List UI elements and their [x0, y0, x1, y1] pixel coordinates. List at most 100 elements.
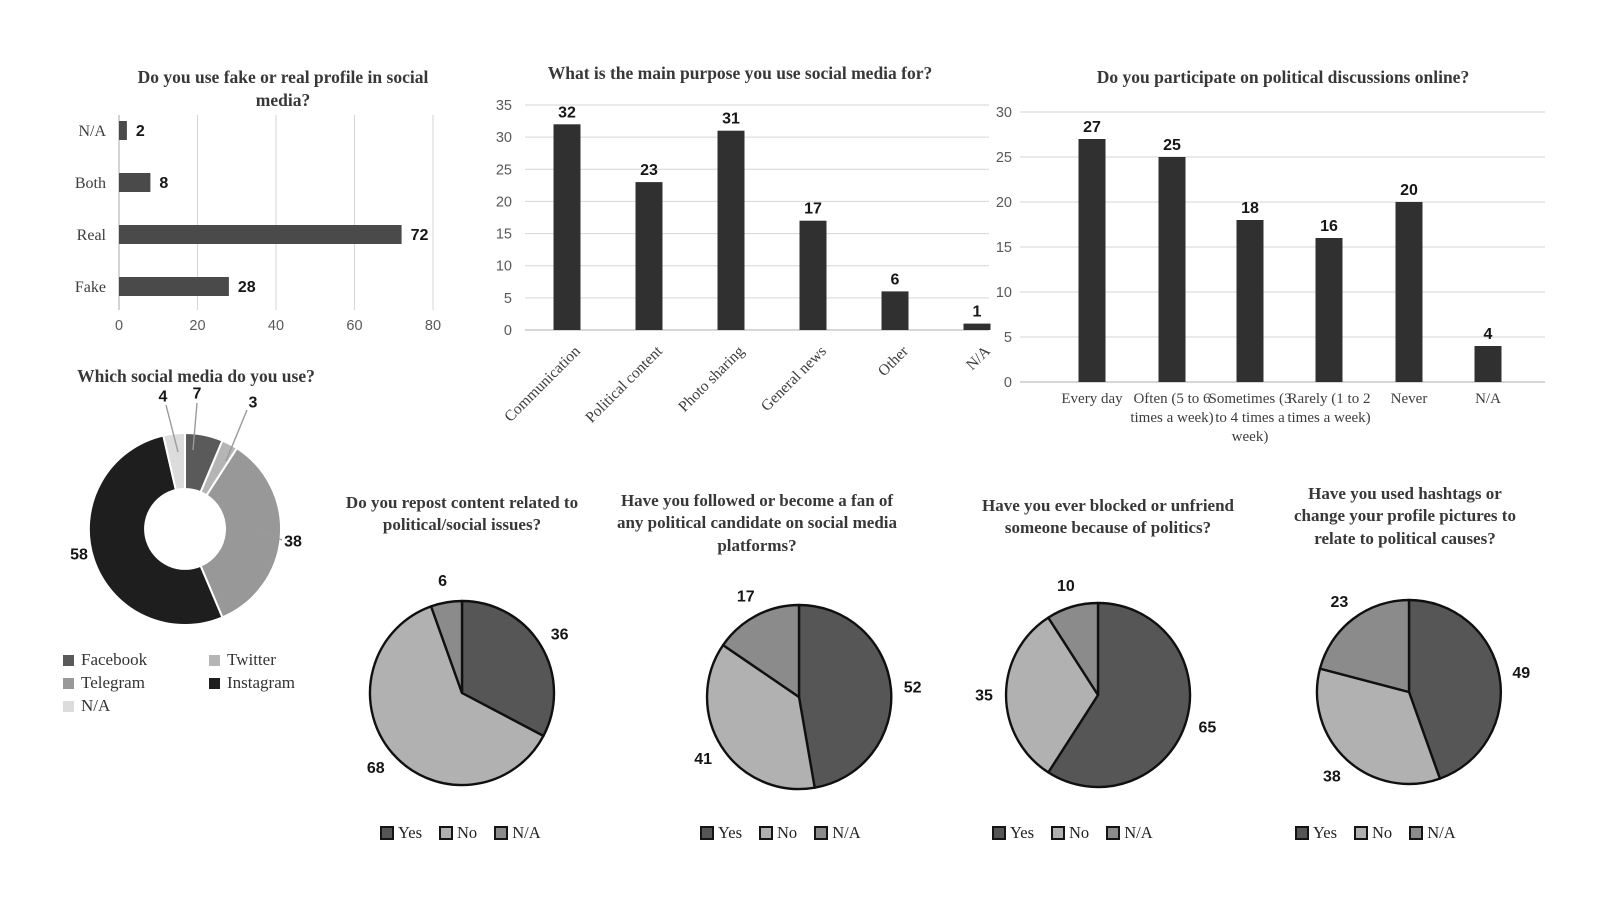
x-tick-label: 80 — [425, 318, 441, 334]
y-tick-label: 10 — [996, 285, 1012, 301]
bar-communication — [553, 124, 581, 330]
y-tick-label: 5 — [504, 291, 512, 307]
legend-label: No — [457, 823, 478, 842]
legend-swatch — [380, 826, 394, 840]
legend-item-no: No — [1354, 823, 1392, 843]
profile-type-plot: 0 20 40 60 80 2 N/A 8 Both 72 Real 28 Fake — [75, 115, 441, 334]
legend-item-n-a: N/A — [1409, 823, 1456, 843]
slice-yes — [1407, 598, 1502, 780]
legend-label: Yes — [1313, 823, 1338, 842]
legend-label: N/A — [1124, 823, 1153, 842]
legend-item-n-a: N/A — [1106, 823, 1153, 843]
bar-every-day — [1078, 139, 1106, 382]
legend-item-facebook: Facebook — [63, 650, 209, 670]
y-tick-label: 35 — [496, 98, 512, 114]
chart-title: What is the main purpose you use social … — [547, 63, 933, 83]
chart-title: Which social media do you use? — [77, 366, 315, 386]
legend-item-no: No — [439, 823, 477, 843]
legend-item-yes: Yes — [1295, 823, 1337, 843]
category-label: Photo sharing — [675, 343, 748, 416]
slice-value-label: 6 — [438, 573, 447, 590]
chart-title: Have you followed or become a fan of any… — [616, 491, 898, 555]
legend-label: No — [1069, 823, 1090, 842]
category-label: Political content — [582, 342, 666, 426]
bar-value-label: 2 — [136, 123, 145, 140]
chart-main-purpose: What is the main purpose you use social … — [470, 55, 1000, 455]
slice-value-label: 52 — [904, 680, 922, 697]
legend-item-no: No — [1051, 823, 1089, 843]
legend-swatch — [1354, 826, 1369, 840]
bar-value-label: 31 — [722, 111, 740, 128]
legend-label: Telegram — [81, 673, 145, 692]
legend-label: Facebook — [81, 650, 148, 669]
slice-value-label: 4 — [159, 389, 168, 406]
leader-line — [165, 404, 179, 453]
bar-value-label: 1 — [973, 304, 982, 321]
legend-swatch — [1051, 826, 1066, 840]
slice-no — [705, 643, 816, 791]
legend-swatch — [439, 826, 454, 840]
bar-n-a — [119, 121, 127, 140]
main-purpose-plot: 0 5 10 15 20 25 30 35 32 Communication 23 Political… — [496, 98, 995, 426]
slice-value-label: 35 — [975, 688, 993, 705]
bar-value-label: 6 — [891, 271, 900, 288]
slice-telegram — [199, 446, 283, 619]
chart-title: Have you ever blocked or unfriend someon… — [981, 496, 1234, 538]
legend-item-n-a: N/A — [814, 823, 861, 843]
y-tick-label: 5 — [1004, 330, 1012, 346]
slice-yes — [797, 603, 893, 789]
chart-repost-content: Do you repost content related to politic… — [300, 485, 620, 865]
bar-value-label: 72 — [411, 227, 429, 244]
category-label: Other — [875, 342, 913, 380]
bar-real — [119, 225, 402, 244]
chart-blocked-someone: Have you ever blocked or unfriend someon… — [930, 485, 1280, 865]
legend-label: Yes — [718, 823, 743, 842]
category-label: Never — [1390, 391, 1428, 407]
legend-swatch — [209, 654, 220, 666]
bar-other — [881, 291, 909, 330]
slice-no — [1004, 616, 1100, 774]
slice-yes — [1047, 601, 1192, 789]
chart-hashtags-profile: Have you used hashtags or change your pr… — [1248, 478, 1608, 863]
category-label: Often (5 to 6 times a week) — [1130, 391, 1214, 427]
bar-value-label: 16 — [1320, 218, 1338, 235]
bar-value-label: 17 — [804, 201, 822, 218]
legend-item-telegram: Telegram — [63, 673, 209, 693]
slice-no — [1315, 667, 1442, 786]
slice-n-a — [1047, 601, 1100, 697]
chart-title: Do you repost content related to politic… — [345, 493, 579, 535]
legend-label: N/A — [832, 823, 861, 842]
bar-fake — [119, 277, 229, 296]
chart-title: Do you use fake or real profile in socia… — [137, 67, 429, 111]
bar-both — [119, 173, 151, 192]
legend-label: N/A — [81, 696, 111, 715]
social-media-used-plot: 7 3 38 58 4 — [70, 386, 302, 627]
hashtags-profile-plot: 49 38 23 — [1315, 594, 1530, 786]
slice-instagram — [87, 434, 224, 627]
political-discussions-plot: 0 5 10 15 20 25 30 27 25 18 16 20 4 — [996, 105, 1545, 391]
repost-content-plot: 36 68 6 — [367, 573, 569, 787]
legend-swatch — [1106, 826, 1121, 840]
legend-swatch — [494, 826, 509, 840]
legend-swatch — [63, 700, 74, 712]
chart-profile-type: Do you use fake or real profile in socia… — [40, 60, 470, 350]
y-tick-label: 10 — [496, 259, 512, 275]
bar-value-label: 27 — [1083, 119, 1101, 136]
bar-value-label: 4 — [1484, 326, 1493, 343]
chart-social-media-used: Which social media do you use? 7 3 38 58 4 F… — [30, 360, 375, 780]
y-tick-label: 20 — [496, 194, 512, 210]
chart-title: Have you used hashtags or change your pr… — [1294, 484, 1516, 548]
bar-value-label: 28 — [238, 279, 256, 296]
bar-n-a — [963, 323, 991, 330]
slice-value-label: 68 — [367, 760, 385, 777]
legend-swatch — [814, 826, 829, 840]
slice-value-label: 58 — [70, 547, 88, 564]
y-tick-label: 25 — [496, 162, 512, 178]
y-tick-label: 30 — [496, 130, 512, 146]
slice-value-label: 17 — [737, 589, 755, 606]
blocked-someone-legend: Yes No N/A — [992, 823, 1153, 843]
slice-value-label: 49 — [1512, 665, 1530, 682]
slice-value-label: 41 — [694, 751, 712, 768]
slice-no — [368, 605, 545, 787]
slice-value-label: 23 — [1331, 594, 1349, 611]
